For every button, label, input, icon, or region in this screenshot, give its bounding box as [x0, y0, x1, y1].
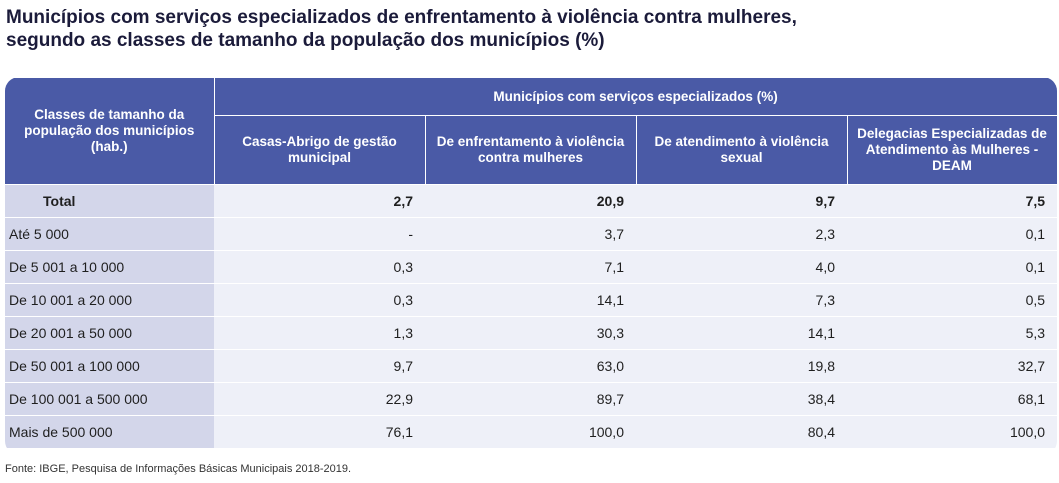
table-row: Mais de 500 000 76,1 100,0 80,4 100,0: [5, 415, 1057, 448]
cell-value: 0,3: [214, 283, 425, 317]
cell-value: 3,7: [425, 217, 636, 251]
cell-value: 68,1: [847, 382, 1057, 416]
row-label: Mais de 500 000: [5, 415, 214, 448]
column-header: Delegacias Especializadas de Atendimento…: [846, 115, 1057, 185]
cell-value: 7,5: [847, 184, 1057, 218]
cell-value: 14,1: [636, 316, 847, 350]
table-row: De 50 001 a 100 000 9,7 63,0 19,8 32,7: [5, 349, 1057, 383]
row-label: De 20 001 a 50 000: [5, 316, 214, 350]
title-line-2: segundo as classes de tamanho da populaç…: [6, 30, 605, 51]
cell-value: 0,1: [847, 250, 1057, 284]
table-row-total: Total 2,7 20,9 9,7 7,5: [5, 184, 1057, 218]
row-label: Total: [5, 184, 214, 218]
table-row: De 5 001 a 10 000 0,3 7,1 4,0 0,1: [5, 250, 1057, 284]
cell-value: 100,0: [847, 415, 1057, 448]
cell-value: 14,1: [425, 283, 636, 317]
row-label: Até 5 000: [5, 217, 214, 251]
cell-value: 38,4: [636, 382, 847, 416]
cell-value: 100,0: [425, 415, 636, 448]
group-header: Municípios com serviços especializados (…: [213, 77, 1057, 116]
cell-value: 4,0: [636, 250, 847, 284]
table-row: De 100 001 a 500 000 22,9 89,7 38,4 68,1: [5, 382, 1057, 416]
cell-value: 0,3: [214, 250, 425, 284]
cell-value: 19,8: [636, 349, 847, 383]
column-header: De atendimento à violência sexual: [635, 115, 848, 185]
cell-value: 2,7: [214, 184, 425, 218]
cell-value: 80,4: [636, 415, 847, 448]
cell-value: 9,7: [214, 349, 425, 383]
cell-value: 0,5: [847, 283, 1057, 317]
table-row: De 10 001 a 20 000 0,3 14,1 7,3 0,5: [5, 283, 1057, 317]
row-label: De 50 001 a 100 000: [5, 349, 214, 383]
cell-value: 2,3: [636, 217, 847, 251]
cell-value: 63,0: [425, 349, 636, 383]
cell-value: 30,3: [425, 316, 636, 350]
cell-value: 5,3: [847, 316, 1057, 350]
row-label: De 10 001 a 20 000: [5, 283, 214, 317]
cell-value: 22,9: [214, 382, 425, 416]
row-header: Classes de tamanho da população dos muni…: [5, 77, 215, 185]
cell-value: 7,1: [425, 250, 636, 284]
table-row: Até 5 000 - 3,7 2,3 0,1: [5, 217, 1057, 251]
column-header: De enfrentamento à violência contra mulh…: [424, 115, 637, 185]
row-label: De 100 001 a 500 000: [5, 382, 214, 416]
cell-value: 76,1: [214, 415, 425, 448]
cell-value: 89,7: [425, 382, 636, 416]
source-note: Fonte: IBGE, Pesquisa de Informações Bás…: [5, 463, 352, 475]
table-row: De 20 001 a 50 000 1,3 30,3 14,1 5,3: [5, 316, 1057, 350]
cell-value: 0,1: [847, 217, 1057, 251]
page-title: Municípios com serviços especializados d…: [6, 6, 797, 52]
cell-value: 9,7: [636, 184, 847, 218]
data-table-container: Classes de tamanho da população dos muni…: [5, 77, 1057, 455]
data-table: Classes de tamanho da população dos muni…: [5, 77, 1057, 448]
cell-value: 1,3: [214, 316, 425, 350]
cell-value: 7,3: [636, 283, 847, 317]
title-line-1: Municípios com serviços especializados d…: [6, 7, 797, 28]
cell-value: 32,7: [847, 349, 1057, 383]
cell-value: -: [214, 217, 425, 251]
column-header: Casas-Abrigo de gestão municipal: [213, 115, 426, 185]
row-label: De 5 001 a 10 000: [5, 250, 214, 284]
cell-value: 20,9: [425, 184, 636, 218]
